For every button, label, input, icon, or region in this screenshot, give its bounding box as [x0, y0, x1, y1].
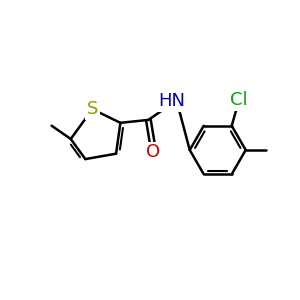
Text: O: O	[146, 143, 160, 161]
Text: HN: HN	[158, 92, 185, 110]
Text: S: S	[87, 100, 98, 118]
Text: Cl: Cl	[230, 91, 248, 109]
